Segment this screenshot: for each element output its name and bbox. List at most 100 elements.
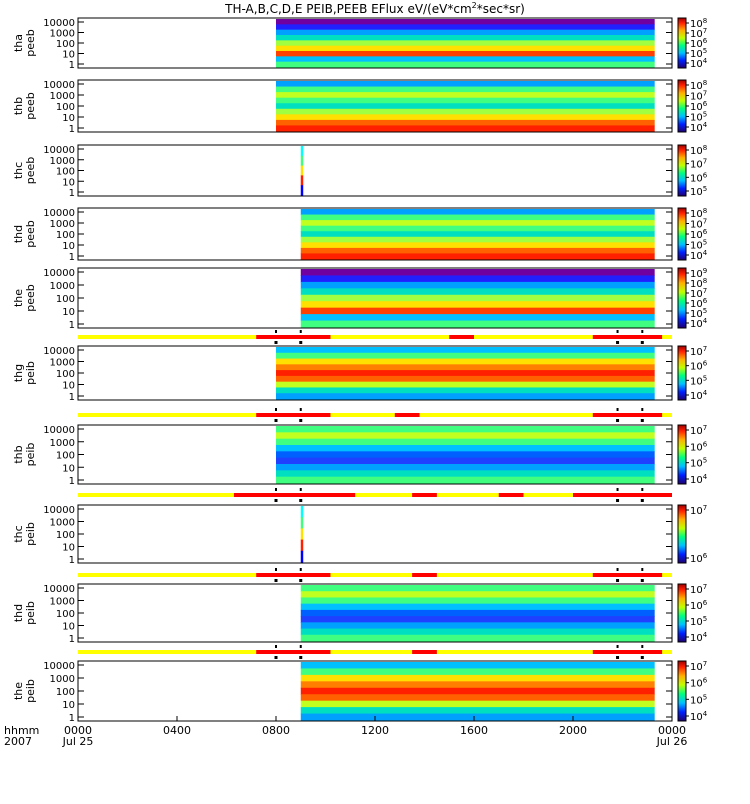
colorbar-exponent: 9 [703,267,707,275]
spectrogram-band [276,432,655,440]
y-tick-label: 10000 [43,661,75,672]
spectrogram-band [276,119,655,126]
mode-bar-segment [498,493,524,497]
colorbar [677,660,687,722]
spectrogram-band [300,506,304,518]
colorbar-exponent: 6 [703,297,708,305]
spectrogram-band [276,457,655,465]
spectrogram-band [300,668,655,676]
mode-bar-marker-top [616,488,619,491]
spectrogram-band [300,628,655,636]
mode-bar-marker-top [641,408,644,411]
mode-bar-marker-top [641,568,644,571]
spectrogram-band [300,225,655,232]
mode-bar-segment [592,573,663,577]
spectrogram-band [300,294,655,302]
spectrogram-band [276,352,655,360]
colorbar-exponent: 4 [703,317,708,325]
y-tick-label: 10 [62,113,75,124]
colorbar-exponent: 5 [703,374,707,382]
spectrogram-band [300,539,304,552]
mode-bar-marker [640,656,644,659]
mode-bar-segment [412,493,437,497]
spectrogram-band [276,29,655,36]
spectrogram-band [300,713,655,721]
spectrogram-band [300,269,655,276]
spectrogram-band [276,370,655,377]
x-axis-year: 2007 [4,735,32,748]
colorbar-exponent: 7 [703,345,707,353]
y-tick-label: 1 [69,555,75,566]
mode-bar-base [78,413,672,417]
panel-product-label: peeb [24,29,37,57]
spectrogram-band [300,591,655,598]
colorbar-exponent: 4 [703,631,708,639]
spectrogram-band [300,528,304,541]
spectrogram-band [276,19,655,25]
mode-bar-segment [412,650,437,654]
spectrogram-band [276,56,655,63]
mode-bar-marker [299,656,303,659]
x-axis-label: hhmm [4,724,39,737]
mode-bar-marker [299,579,303,582]
x-tick-label: 0000 [64,724,92,737]
panel-product-label: peib [24,361,37,385]
spectrogram-band [300,231,655,238]
mode-bar-marker-top [275,330,277,333]
colorbar-exponent: 7 [703,287,707,295]
mode-bar-marker-top [641,330,644,333]
x-tick-label: 1600 [460,724,488,737]
spectrogram-band [300,247,655,254]
mode-bar-marker [616,419,620,422]
spectrogram-band [276,125,655,132]
y-tick-label: 1000 [50,29,75,40]
mode-bar-marker-top [616,645,619,648]
spectrogram-band [300,674,655,682]
colorbar-label: 107 [690,504,707,517]
panel-probe-label: thc [12,525,25,542]
colorbar-exponent: 6 [703,440,708,448]
spectrogram-band [276,97,655,104]
y-tick-label: 1 [69,252,75,263]
spectrogram-band [300,550,304,563]
x-date-start: Jul 25 [62,735,94,748]
spectrogram-band [300,236,655,243]
colorbar-exponent: 5 [703,457,707,465]
mode-bar-segment [412,573,437,577]
panel-product-label: peib [24,679,37,703]
title-main: TH-A,B,C,D,E PEIB,PEEB EFlux eV/(eV*cm [224,2,472,16]
spectrogram-band [300,288,655,296]
panel-probe-label: the [12,682,25,700]
colorbar-label: 107 [690,424,707,437]
y-tick-label: 1 [69,476,75,487]
mode-bar-base [78,335,672,339]
colorbar-label: 106 [690,360,708,373]
colorbar-label: 104 [690,317,708,330]
spectrogram-band [276,451,655,459]
spectrogram-band [300,307,655,315]
spectrogram-band [300,687,655,695]
y-tick-label: 10 [62,241,75,252]
panel-probe-label: the [12,289,25,307]
title-superscript: 2 [472,1,477,10]
y-tick-label: 10000 [43,18,75,29]
y-tick-label: 1000 [50,281,75,292]
mode-bar-base [78,493,672,497]
mode-bar-segment [256,573,331,577]
colorbar-label: 106 [690,552,708,565]
mode-bar-segment [449,335,474,339]
spectrogram-band [300,707,655,715]
mode-bar-base [78,573,672,577]
spectrogram-band [276,51,655,57]
spectrogram-band [276,393,655,400]
x-tick-label: 2000 [559,724,587,737]
y-tick-label: 1000 [50,156,75,167]
spectrogram-band [300,662,655,669]
mode-bar-marker [640,419,644,422]
mode-bar-marker-top [616,330,619,333]
panel-probe-label: thb [12,97,25,115]
